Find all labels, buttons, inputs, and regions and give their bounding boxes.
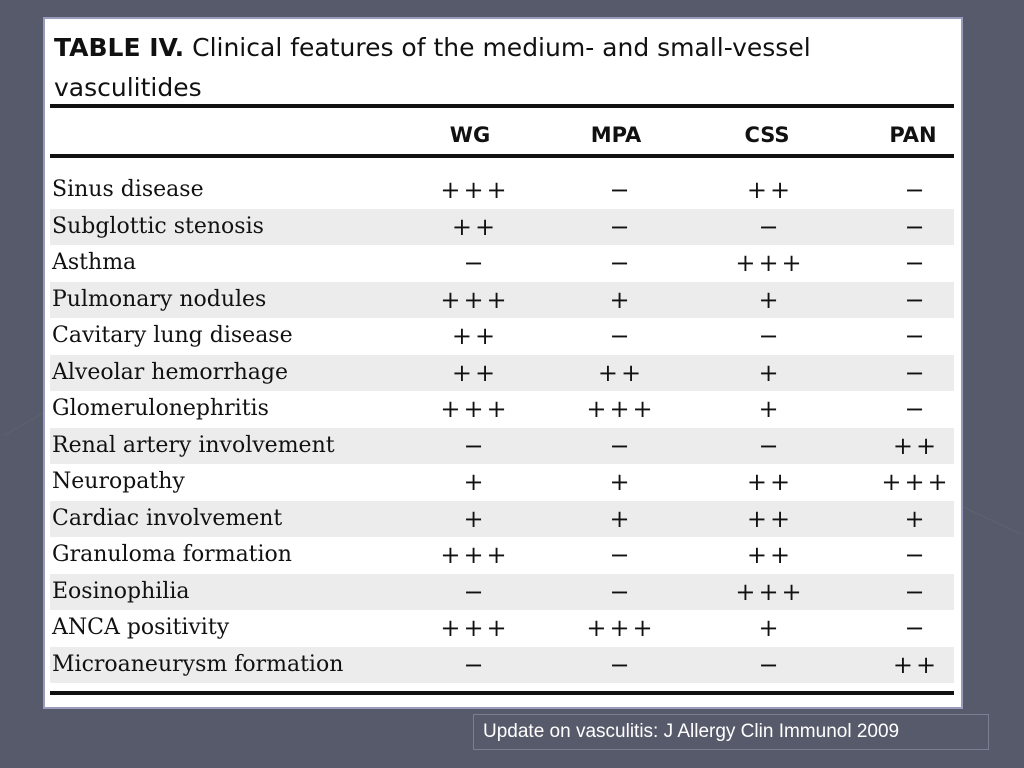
table-row: Granuloma formation +++ − ++ −: [50, 537, 954, 574]
table-label: TABLE IV.: [54, 33, 185, 62]
table-row: Eosinophilia − − +++ −: [50, 573, 954, 610]
cell-mpa: −: [609, 176, 633, 204]
cell-wg: +++: [440, 614, 510, 642]
cell-mpa: +: [609, 504, 633, 533]
cell-pan: −: [904, 358, 928, 387]
table-row: Subglottic stenosis ++ − − −: [50, 208, 954, 245]
feature-label: Glomerulonephritis: [52, 396, 269, 421]
cell-pan: −: [904, 541, 928, 569]
table-row: Neuropathy + + ++ +++: [50, 464, 954, 501]
table-panel: TABLE IV. Clinical features of the mediu…: [43, 17, 963, 709]
feature-label: Sinus disease: [52, 177, 204, 202]
table-row: Alveolar hemorrhage ++ ++ + −: [50, 354, 954, 391]
cell-wg: +++: [440, 176, 510, 204]
cell-css: +: [758, 614, 782, 642]
cell-pan: +: [904, 504, 928, 533]
cell-wg: −: [463, 577, 487, 606]
table-row: Pulmonary nodules +++ + + −: [50, 281, 954, 318]
cell-pan: ++: [892, 431, 940, 460]
cell-mpa: −: [609, 249, 633, 277]
cell-css: +: [758, 358, 782, 387]
table-body: Sinus disease +++ − ++ − Subglottic stenosis +…: [50, 172, 954, 683]
table-row: Renal artery involvement − − − ++: [50, 427, 954, 464]
cell-pan: −: [904, 176, 928, 204]
cell-pan: +++: [881, 468, 951, 496]
cell-mpa: −: [609, 322, 633, 350]
cell-mpa: −: [609, 577, 633, 606]
column-header-mpa: MPA: [590, 123, 642, 147]
feature-label: Cavitary lung disease: [52, 323, 293, 348]
cell-css: −: [758, 650, 782, 679]
cell-wg: ++: [451, 322, 499, 350]
cell-css: +: [758, 395, 782, 423]
feature-label: Subglottic stenosis: [52, 213, 264, 239]
background-decoration: [962, 506, 1022, 535]
cell-wg: +++: [440, 395, 510, 423]
column-header-pan: PAN: [889, 123, 937, 147]
cell-wg: −: [463, 249, 487, 277]
cell-pan: −: [904, 249, 928, 277]
cell-mpa: −: [609, 431, 633, 460]
cell-css: ++: [746, 176, 794, 204]
table-row: ANCA positivity +++ +++ + −: [50, 610, 954, 647]
cell-wg: ++: [451, 358, 499, 387]
cell-mpa: −: [609, 541, 633, 569]
cell-css: ++: [746, 504, 794, 533]
feature-label: Renal artery involvement: [52, 432, 335, 458]
feature-label: Asthma: [52, 250, 137, 275]
table-row: Cardiac involvement + + ++ +: [50, 500, 954, 537]
cell-pan: −: [904, 614, 928, 642]
feature-label: Neuropathy: [52, 469, 185, 494]
top-rule: [50, 104, 954, 108]
cell-css: +: [758, 285, 782, 314]
cell-wg: +++: [440, 541, 510, 569]
feature-label: Cardiac involvement: [52, 505, 283, 531]
cell-css: −: [758, 322, 782, 350]
column-header-css: CSS: [744, 123, 790, 147]
cell-pan: −: [904, 212, 928, 241]
table-title-text: Clinical features of the medium- and sma…: [54, 33, 811, 102]
source-caption: Update on vasculitis: J Allergy Clin Imm…: [473, 714, 989, 750]
cell-mpa: +: [609, 285, 633, 314]
table-row: Glomerulonephritis +++ +++ + −: [50, 391, 954, 428]
cell-mpa: −: [609, 212, 633, 241]
cell-pan: −: [904, 395, 928, 423]
header-rule: [50, 154, 954, 158]
feature-label: ANCA positivity: [52, 615, 230, 640]
caption-text: Update on vasculitis: J Allergy Clin Imm…: [483, 721, 900, 742]
cell-wg: +++: [440, 285, 510, 314]
column-header-wg: WG: [449, 123, 491, 147]
table-row: Microaneurysm formation − − − ++: [50, 646, 954, 683]
cell-pan: −: [904, 577, 928, 606]
cell-wg: ++: [451, 212, 499, 241]
cell-css: +++: [735, 249, 805, 277]
cell-css: −: [758, 212, 782, 241]
table-row: Cavitary lung disease ++ − − −: [50, 318, 954, 355]
feature-label: Granuloma formation: [52, 542, 292, 567]
cell-css: ++: [746, 541, 794, 569]
cell-wg: −: [463, 431, 487, 460]
feature-label: Microaneurysm formation: [52, 651, 344, 677]
cell-pan: −: [904, 322, 928, 350]
feature-label: Eosinophilia: [52, 578, 190, 604]
cell-css: −: [758, 431, 782, 460]
cell-wg: −: [463, 650, 487, 679]
cell-wg: +: [463, 468, 487, 496]
cell-mpa: +++: [586, 395, 656, 423]
cell-mpa: +: [609, 468, 633, 496]
cell-pan: −: [904, 285, 928, 314]
cell-mpa: ++: [597, 358, 645, 387]
feature-label: Alveolar hemorrhage: [52, 359, 288, 385]
table-row: Sinus disease +++ − ++ −: [50, 172, 954, 209]
feature-label: Pulmonary nodules: [52, 286, 267, 312]
cell-css: +++: [735, 577, 805, 606]
cell-wg: +: [463, 504, 487, 533]
cell-css: ++: [746, 468, 794, 496]
cell-pan: ++: [892, 650, 940, 679]
cell-mpa: −: [609, 650, 633, 679]
table-row: Asthma − − +++ −: [50, 245, 954, 282]
bottom-rule: [50, 691, 954, 695]
table-title: TABLE IV. Clinical features of the mediu…: [54, 28, 934, 108]
cell-mpa: +++: [586, 614, 656, 642]
